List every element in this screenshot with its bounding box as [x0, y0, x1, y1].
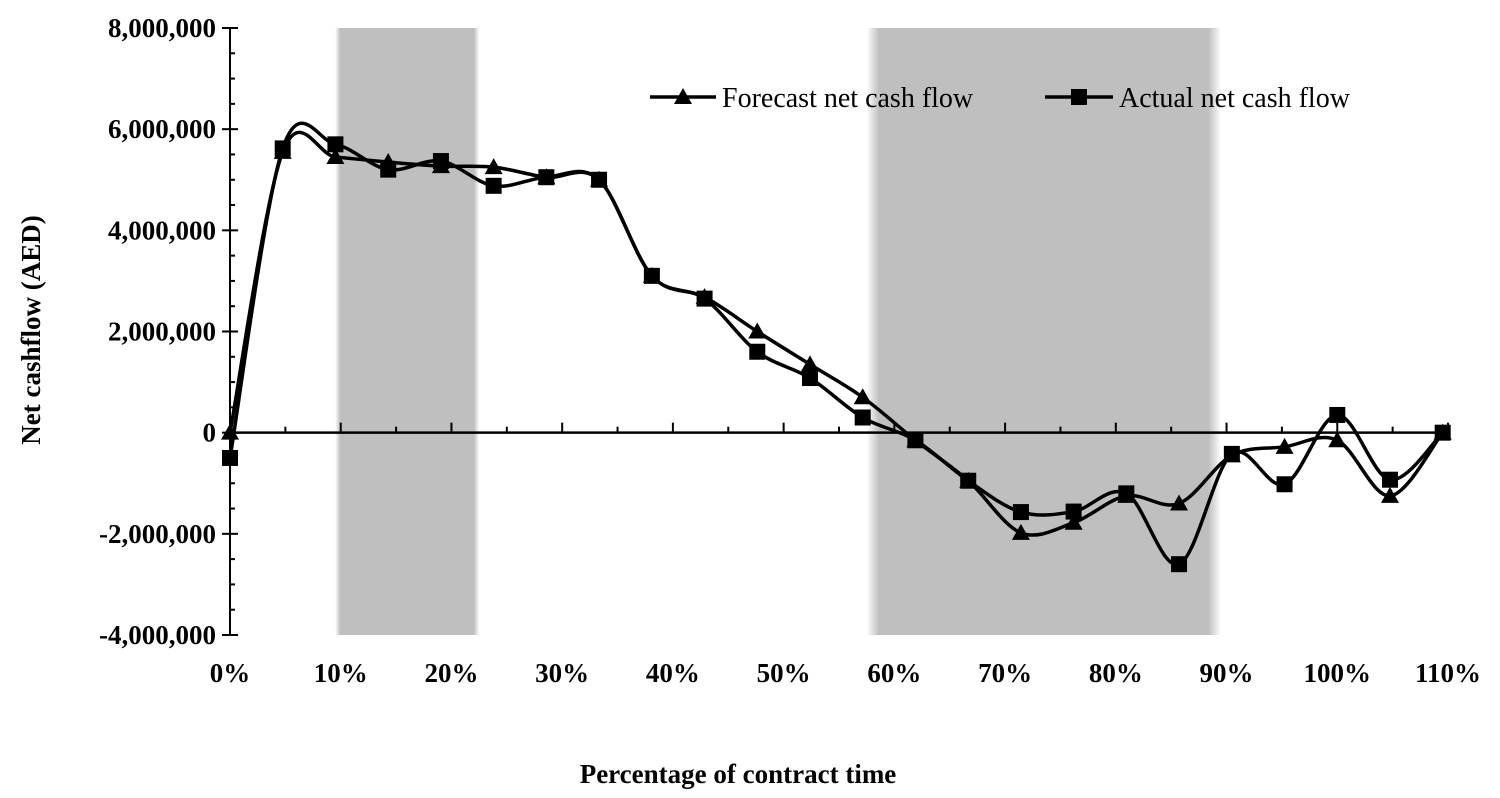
data-point-forecast — [748, 322, 767, 339]
data-point-actual — [696, 290, 713, 307]
data-point-forecast — [1011, 523, 1030, 540]
data-point-actual — [1381, 471, 1398, 488]
y-tick-label: -2,000,000 — [99, 519, 216, 549]
y-tick-label: 6,000,000 — [108, 114, 216, 144]
data-point-actual — [432, 153, 449, 170]
data-point-forecast — [484, 158, 503, 175]
data-point-actual — [801, 370, 818, 387]
data-point-forecast — [1170, 494, 1189, 511]
x-tick-label: 20% — [424, 658, 478, 688]
data-point-actual — [380, 161, 397, 178]
data-point-actual — [274, 140, 291, 157]
data-point-actual — [1434, 424, 1451, 441]
data-point-forecast — [1275, 437, 1294, 454]
x-tick-label: 90% — [1200, 658, 1254, 688]
x-tick-label: 60% — [867, 658, 921, 688]
legend: Forecast net cash flow Actual net cash f… — [650, 83, 1351, 114]
data-point-forecast — [1380, 486, 1399, 503]
y-axis-title: Net cashflow (AED) — [16, 215, 46, 444]
series-actual — [222, 121, 1451, 573]
shaded-regions — [335, 28, 1222, 635]
legend-item-forecast: Forecast net cash flow — [650, 83, 974, 114]
data-point-actual — [1118, 485, 1135, 502]
data-point-actual — [1223, 445, 1240, 462]
x-tick-label: 100% — [1304, 658, 1372, 688]
x-tick-label: 30% — [535, 658, 589, 688]
x-tick-label: 40% — [646, 658, 700, 688]
x-tick-label: 110% — [1415, 658, 1481, 688]
data-point-actual — [1012, 504, 1029, 521]
x-tick-label: 50% — [757, 658, 811, 688]
data-point-actual — [1276, 476, 1293, 493]
data-point-actual — [960, 472, 977, 489]
data-point-actual — [538, 169, 555, 186]
data-point-forecast — [853, 388, 872, 405]
data-point-actual — [643, 267, 660, 284]
data-point-forecast — [800, 355, 819, 372]
y-tick-label: 4,000,000 — [108, 215, 216, 245]
x-tick-label: 70% — [978, 658, 1032, 688]
legend-marker-triangle — [674, 88, 692, 104]
x-tick-label: 10% — [314, 658, 368, 688]
shaded-region-1 — [335, 28, 480, 635]
data-point-actual — [1329, 406, 1346, 423]
data-point-actual — [485, 177, 502, 194]
y-tick-label: -4,000,000 — [99, 620, 216, 650]
x-tick-label: 0% — [210, 658, 251, 688]
tick-labels: -4,000,000 -2,000,000 0 2,000,000 4,000,000 6… — [99, 13, 1481, 688]
legend-label-actual: Actual net cash flow — [1119, 83, 1351, 114]
data-point-actual — [1171, 556, 1188, 573]
legend-label-forecast: Forecast net cash flow — [722, 83, 974, 114]
x-axis-title: Percentage of contract time — [580, 759, 897, 789]
shaded-region-2 — [866, 28, 1222, 635]
y-tick-label: 2,000,000 — [108, 317, 216, 347]
data-point-actual — [854, 409, 871, 426]
series — [221, 121, 1452, 573]
data-point-actual — [749, 343, 766, 360]
data-point-actual — [327, 136, 344, 153]
y-tick-label: 8,000,000 — [108, 13, 216, 43]
data-point-forecast — [326, 147, 345, 164]
legend-marker-square — [1071, 89, 1087, 105]
axes — [222, 27, 1449, 636]
data-point-forecast — [1064, 513, 1083, 530]
data-point-forecast — [1328, 431, 1347, 448]
data-point-actual — [907, 432, 924, 449]
data-point-actual — [591, 171, 608, 188]
data-point-actual — [1065, 503, 1082, 520]
legend-item-actual: Actual net cash flow — [1045, 83, 1351, 114]
data-point-actual — [222, 449, 238, 466]
y-tick-label: 0 — [203, 418, 217, 448]
x-tick-label: 80% — [1089, 658, 1143, 688]
